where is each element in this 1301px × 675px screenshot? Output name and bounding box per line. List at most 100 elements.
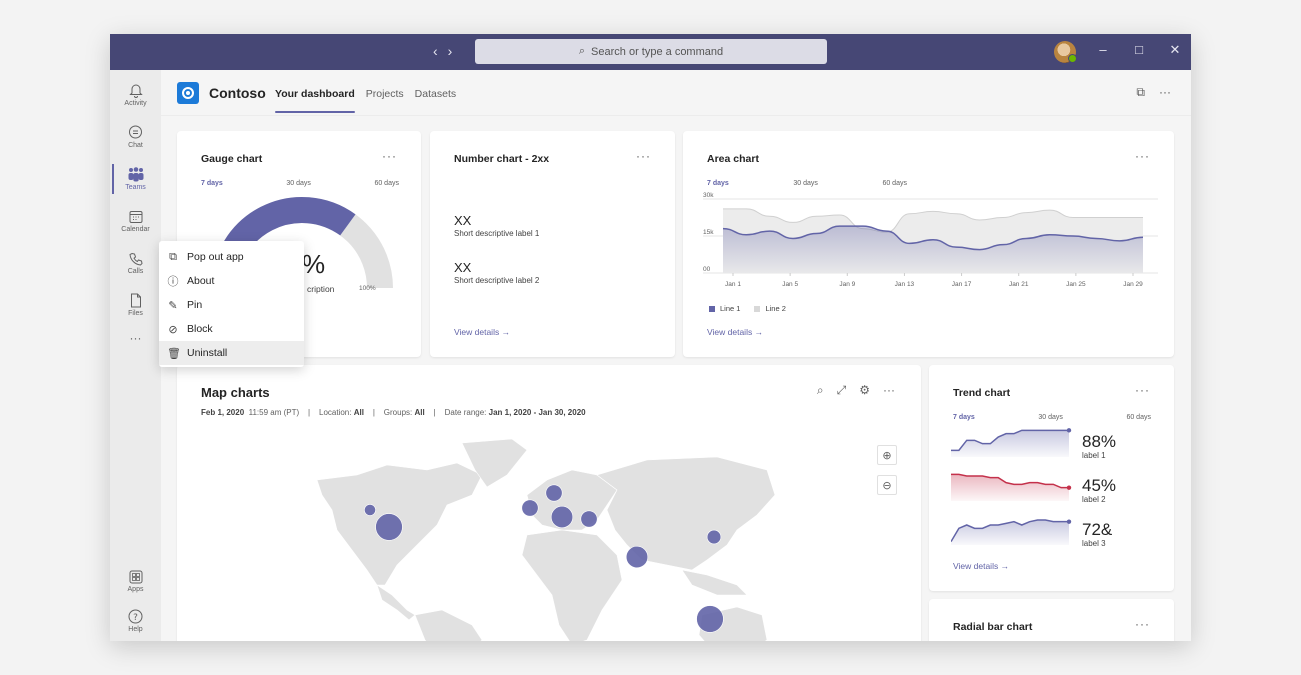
tab-datasets[interactable]: Datasets bbox=[414, 88, 457, 100]
popout-icon[interactable]: ⧉ bbox=[1136, 85, 1145, 99]
zoom-in-button[interactable]: ⊕ bbox=[877, 445, 897, 465]
help-icon: ? bbox=[128, 609, 143, 624]
menu-label: Block bbox=[187, 323, 213, 335]
range-selector: 7 days 30 days 60 days bbox=[201, 180, 399, 187]
legend-line-2: Line 2 bbox=[754, 304, 786, 313]
menu-item-pin[interactable]: ✎ Pin bbox=[159, 293, 304, 317]
y-tick-label: 15k bbox=[703, 229, 714, 236]
rail-item-calls[interactable]: Calls bbox=[110, 242, 161, 284]
popout-icon: ⧉ bbox=[169, 250, 177, 263]
map-bubble[interactable] bbox=[375, 513, 403, 541]
map-filters: Feb 1, 2020 11:59 am (PT) | Location: Al… bbox=[201, 408, 586, 417]
app-rail: Activity Chat Teams Calendar Calls Files… bbox=[110, 70, 161, 641]
line-1 bbox=[722, 225, 1144, 251]
header-actions: ⧉ ··· bbox=[1136, 85, 1171, 100]
southeast-asia bbox=[681, 569, 748, 596]
map-bubble[interactable] bbox=[364, 504, 376, 516]
groups-filter[interactable]: All bbox=[414, 408, 425, 417]
more-icon: ··· bbox=[129, 331, 142, 345]
range-60-days[interactable]: 60 days bbox=[374, 180, 399, 187]
card-title: Gauge chart bbox=[201, 153, 263, 165]
area-chart: 30k 15k 00 Jan 1 Jan 5 Jan 9 Jan 13 Jan 17 Jan 2… bbox=[703, 192, 1158, 288]
map-bubble[interactable] bbox=[521, 499, 539, 517]
card-more-button[interactable]: ··· bbox=[1135, 383, 1150, 397]
close-button[interactable]: ✕ bbox=[1169, 42, 1181, 57]
date-range-filter[interactable]: Jan 1, 2020 - Jan 30, 2020 bbox=[488, 408, 586, 417]
apps-icon bbox=[129, 570, 142, 583]
range-7-days[interactable]: 7 days bbox=[953, 414, 975, 421]
phone-icon bbox=[128, 252, 143, 266]
more-apps-button[interactable]: ··· bbox=[110, 328, 161, 348]
rail-label: Chat bbox=[128, 142, 143, 149]
card-title: Area chart bbox=[707, 153, 759, 165]
sparkline-endpoint bbox=[1066, 428, 1072, 433]
search-input[interactable]: ⌕ Search or type a command bbox=[475, 39, 827, 64]
app-header: Contoso Your dashboard Projects Datasets… bbox=[161, 70, 1191, 116]
rail-item-teams[interactable]: Teams bbox=[110, 158, 161, 200]
tab-projects[interactable]: Projects bbox=[365, 88, 404, 100]
card-more-button[interactable]: ··· bbox=[382, 149, 397, 163]
separator: | bbox=[372, 408, 375, 417]
location-filter[interactable]: All bbox=[353, 408, 364, 417]
maximize-button[interactable]: □ bbox=[1135, 42, 1143, 57]
chat-icon bbox=[129, 125, 142, 139]
card-more-button[interactable]: ··· bbox=[1135, 617, 1150, 631]
pin-icon: ✎ bbox=[168, 299, 178, 312]
menu-item-about[interactable]: ⓘ About bbox=[159, 269, 304, 293]
chart-legend: Line 1 Line 2 bbox=[709, 304, 786, 313]
trend-label-2: label 2 bbox=[1082, 495, 1106, 504]
rail-item-help[interactable]: ? Help bbox=[110, 600, 161, 641]
range-60-days[interactable]: 60 days bbox=[882, 180, 907, 187]
view-details-link[interactable]: View details → bbox=[953, 561, 1010, 571]
card-more-button[interactable]: ··· bbox=[636, 149, 651, 163]
range-30-days[interactable]: 30 days bbox=[1038, 414, 1063, 421]
rail-item-files[interactable]: Files bbox=[110, 284, 161, 326]
y-tick-label: 00 bbox=[703, 266, 711, 273]
zoom-out-button[interactable]: ⊖ bbox=[877, 475, 897, 495]
map-bubble[interactable] bbox=[706, 529, 722, 545]
map-bubble[interactable] bbox=[550, 505, 574, 529]
card-more-button[interactable]: ··· bbox=[1135, 149, 1150, 163]
info-icon: ⓘ bbox=[167, 276, 179, 288]
x-tick-label: Jan 29 bbox=[1123, 281, 1143, 288]
search-placeholder: Search or type a command bbox=[591, 45, 724, 58]
map-bubble[interactable] bbox=[545, 484, 563, 502]
x-tick-label: Jan 1 bbox=[725, 281, 741, 288]
view-details-link[interactable]: View details → bbox=[454, 327, 511, 337]
range-7-days[interactable]: 7 days bbox=[201, 180, 223, 187]
range-60-days[interactable]: 60 days bbox=[1126, 414, 1151, 421]
rail-item-calendar[interactable]: Calendar bbox=[110, 200, 161, 242]
africa bbox=[521, 529, 623, 641]
minimize-button[interactable]: – bbox=[1099, 42, 1107, 57]
radial-bar-chart-card: Radial bar chart ··· bbox=[929, 599, 1174, 641]
back-button[interactable]: ‹ bbox=[433, 43, 438, 59]
view-details-link[interactable]: View details → bbox=[707, 327, 764, 337]
map-bubble[interactable] bbox=[696, 605, 724, 633]
forward-button[interactable]: › bbox=[447, 43, 453, 59]
rail-item-chat[interactable]: Chat bbox=[110, 116, 161, 158]
expand-icon[interactable]: ⤢ bbox=[836, 383, 847, 397]
map-bubble[interactable] bbox=[625, 545, 649, 569]
tab-your-dashboard[interactable]: Your dashboard bbox=[275, 88, 355, 113]
rail-item-activity[interactable]: Activity bbox=[110, 74, 161, 116]
gear-icon[interactable]: ⚙ bbox=[859, 383, 870, 397]
area-line-1 bbox=[723, 226, 1143, 273]
range-30-days[interactable]: 30 days bbox=[286, 180, 311, 187]
sparkline bbox=[951, 473, 1069, 489]
groups-label: Groups: bbox=[383, 408, 413, 417]
more-options-button[interactable]: ··· bbox=[1159, 85, 1171, 99]
search-icon[interactable]: ⌕ bbox=[816, 383, 824, 397]
map-bubble[interactable] bbox=[580, 510, 598, 528]
range-7-days[interactable]: 7 days bbox=[707, 180, 729, 187]
more-options-button[interactable]: ··· bbox=[883, 383, 895, 397]
menu-item-pop-out-app[interactable]: ⧉ Pop out app bbox=[159, 245, 304, 269]
menu-item-block[interactable]: ⊘ Block bbox=[159, 317, 304, 341]
rail-label: Files bbox=[128, 310, 143, 317]
zoom-out-icon: ⊖ bbox=[882, 479, 892, 492]
rail-label: Calendar bbox=[121, 225, 150, 233]
rail-label: Activity bbox=[124, 100, 147, 107]
menu-item-uninstall[interactable]: 🗑︎ Uninstall bbox=[159, 341, 304, 365]
range-30-days[interactable]: 30 days bbox=[793, 180, 818, 187]
sparkline-area bbox=[951, 474, 1069, 501]
rail-item-apps[interactable]: Apps bbox=[110, 560, 161, 602]
